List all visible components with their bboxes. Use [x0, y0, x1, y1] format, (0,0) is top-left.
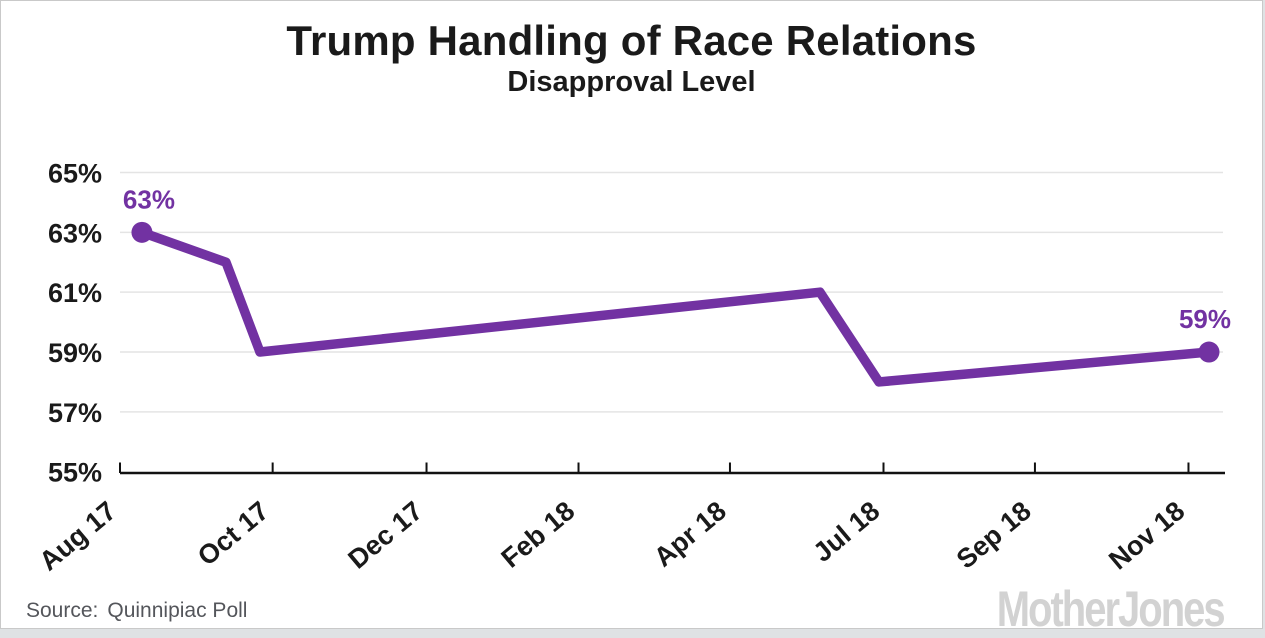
x-tick-label: Oct 17: [192, 496, 275, 572]
y-tick-label: 65%: [48, 159, 102, 189]
x-tick-label: Feb 18: [496, 496, 581, 574]
x-tick-label: Sep 18: [951, 496, 1037, 575]
series-line: [137, 227, 1214, 387]
data-point-marker: [131, 221, 153, 243]
x-tick-label: Nov 18: [1103, 496, 1190, 576]
source-note: Source: Quinnipiac Poll: [26, 599, 247, 623]
y-tick-label: 57%: [48, 398, 102, 428]
data-point-marker: [1198, 341, 1220, 363]
y-tick-label: 55%: [48, 458, 102, 488]
y-tick-label: 63%: [48, 218, 102, 248]
chart-subtitle: Disapproval Level: [507, 66, 756, 98]
data-point-label: 59%: [1179, 304, 1231, 334]
data-point-label: 63%: [123, 184, 175, 214]
chart-header: Trump Handling of Race Relations Disappr…: [1, 17, 1262, 99]
source-text: Quinnipiac Poll: [107, 599, 248, 622]
x-tick-label: Aug 17: [34, 496, 122, 577]
y-tick-label: 59%: [48, 338, 102, 368]
x-tick-label: Jul 18: [807, 496, 885, 568]
motherjones-logo: MotherJones: [997, 581, 1226, 637]
x-tick-label: Dec 17: [342, 496, 428, 575]
x-tick-label: Apr 18: [648, 496, 732, 573]
chart-title: Trump Handling of Race Relations: [286, 17, 977, 64]
source-label: Source:: [26, 599, 99, 622]
y-tick-label: 61%: [48, 278, 102, 308]
